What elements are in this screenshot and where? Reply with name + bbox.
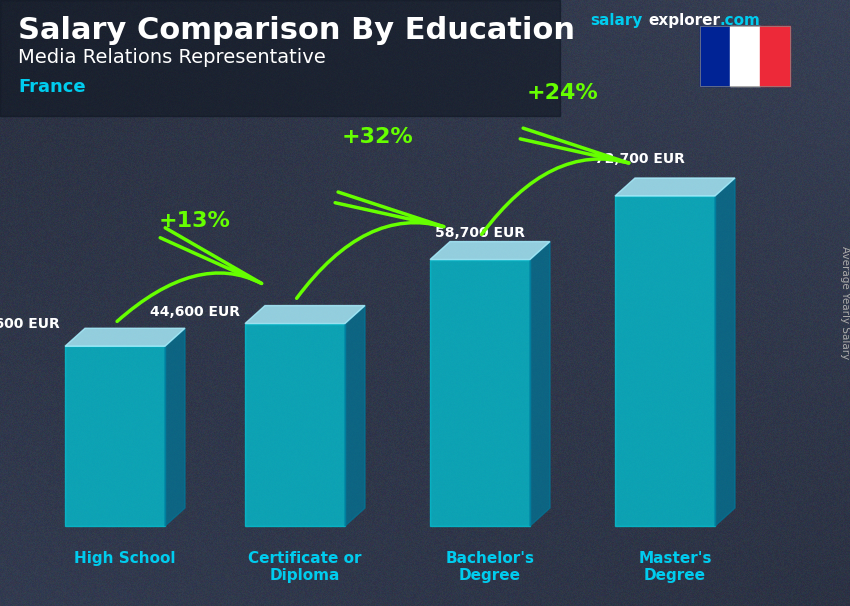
Text: Salary Comparison By Education: Salary Comparison By Education xyxy=(18,16,575,45)
Text: +32%: +32% xyxy=(342,127,413,147)
Polygon shape xyxy=(615,178,735,196)
Polygon shape xyxy=(0,0,560,116)
Text: +13%: +13% xyxy=(159,210,231,230)
Polygon shape xyxy=(345,305,365,526)
Text: Certificate or
Diploma: Certificate or Diploma xyxy=(248,551,362,584)
Bar xyxy=(700,26,790,86)
Polygon shape xyxy=(715,178,735,526)
Bar xyxy=(730,26,760,86)
Text: Bachelor's
Degree: Bachelor's Degree xyxy=(445,551,535,584)
Bar xyxy=(760,26,790,86)
Text: 58,700 EUR: 58,700 EUR xyxy=(435,225,525,239)
Text: 39,600 EUR: 39,600 EUR xyxy=(0,318,60,331)
Text: Media Relations Representative: Media Relations Representative xyxy=(18,48,326,67)
Text: France: France xyxy=(18,78,86,96)
Text: High School: High School xyxy=(74,551,176,566)
Polygon shape xyxy=(65,328,185,346)
Polygon shape xyxy=(430,259,530,526)
Polygon shape xyxy=(245,305,365,324)
Polygon shape xyxy=(65,346,165,526)
Bar xyxy=(700,26,730,86)
Text: Average Yearly Salary: Average Yearly Salary xyxy=(840,247,850,359)
Polygon shape xyxy=(430,242,550,259)
Polygon shape xyxy=(615,196,715,526)
Text: Master's
Degree: Master's Degree xyxy=(638,551,711,584)
Text: +24%: +24% xyxy=(527,83,598,103)
Text: salary: salary xyxy=(590,13,643,28)
Text: 72,700 EUR: 72,700 EUR xyxy=(595,152,685,166)
Polygon shape xyxy=(245,324,345,526)
Text: explorer: explorer xyxy=(648,13,720,28)
Polygon shape xyxy=(530,242,550,526)
Text: .com: .com xyxy=(720,13,761,28)
Text: 44,600 EUR: 44,600 EUR xyxy=(150,305,240,319)
Polygon shape xyxy=(165,328,185,526)
